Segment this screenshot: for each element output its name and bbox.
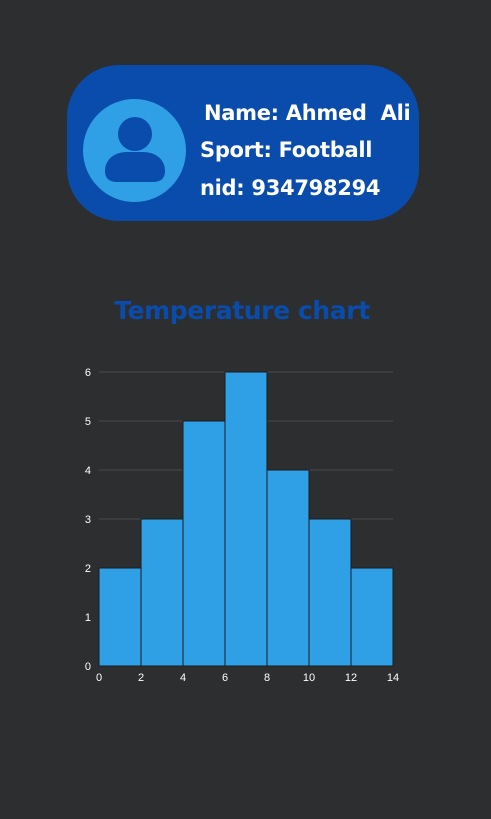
profile-card: Name: Ahmed Ali Sport: Football nid: 934… [67, 65, 419, 221]
x-tick-label: 12 [345, 672, 357, 684]
x-tick-label: 0 [96, 672, 102, 684]
y-tick-label: 0 [85, 661, 91, 673]
user-silhouette-icon [105, 117, 165, 182]
x-tick-label: 2 [138, 672, 144, 684]
profile-nid: nid: 934798294 [200, 176, 381, 200]
y-tick-label: 2 [85, 563, 91, 575]
chart-title: Temperature chart [114, 296, 370, 325]
y-tick-label: 6 [85, 367, 91, 379]
x-tick-label: 8 [264, 672, 270, 684]
profile-sport: Sport: Football [200, 138, 373, 162]
avatar [83, 99, 186, 202]
histogram-bar [182, 420, 226, 667]
y-tick-label: 1 [85, 612, 91, 624]
x-tick-label: 4 [180, 672, 186, 684]
histogram-bar [98, 567, 142, 667]
bars [98, 371, 394, 667]
histogram-bar [224, 371, 268, 667]
x-tick-label: 6 [222, 672, 228, 684]
histogram-bar [140, 518, 184, 667]
y-tick-label: 5 [85, 416, 91, 428]
histogram-bar [266, 469, 310, 667]
profile-name: Name: Ahmed Ali [204, 101, 411, 125]
x-tick-label: 14 [387, 672, 399, 684]
histogram-bar [308, 518, 352, 667]
y-tick-label: 3 [85, 514, 91, 526]
x-tick-label: 10 [303, 672, 315, 684]
y-tick-label: 4 [85, 465, 91, 477]
histogram-bar [350, 567, 394, 667]
